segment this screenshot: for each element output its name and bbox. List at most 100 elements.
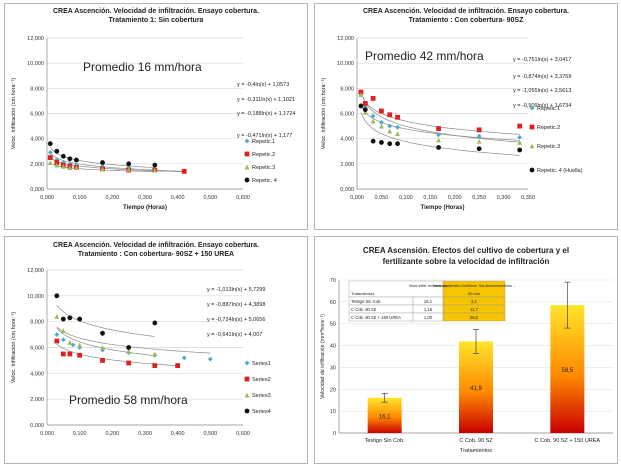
table-cell-text: 3,1 xyxy=(471,299,477,304)
trend-line xyxy=(360,92,520,143)
table-header-text: Saber a/milímetro Uc/60mm. Sal.Almacenam… xyxy=(432,284,516,288)
data-point xyxy=(74,157,79,163)
trendline-equation: y = -0,641ln(x) + 4,007 xyxy=(207,332,262,338)
legend-marker xyxy=(529,167,535,173)
x-tick-label: 0,000 xyxy=(40,195,54,201)
table-cell-text: 1,16 xyxy=(424,307,433,312)
chart-title: CREA Ascención. Velocidad de infiltració… xyxy=(363,8,569,15)
data-point xyxy=(207,356,213,362)
y-tick-label: 12,000 xyxy=(27,268,44,274)
data-point xyxy=(436,126,441,131)
data-point xyxy=(54,332,60,337)
data-point xyxy=(395,114,400,120)
y-axis-label: Velocidad de infiltración (mm*hora⁻¹) xyxy=(320,314,326,399)
y-tick-label: 8,000 xyxy=(30,86,44,92)
trend-line xyxy=(360,104,520,141)
data-point xyxy=(126,348,132,354)
trendline-equation: y = -1,013ln(x) + 5,7299 xyxy=(207,287,265,293)
chart-panel-con-cobertura-urea: CREA Ascención. Velocidad de infiltració… xyxy=(4,236,308,464)
x-tick-label: 0,200 xyxy=(105,195,119,201)
data-point xyxy=(100,160,105,165)
data-point xyxy=(152,167,158,173)
data-point xyxy=(100,166,105,172)
treatment-bar-chart: CREA Ascensión. Efectos del cultivo de c… xyxy=(320,246,613,454)
legend-label: Repetic.2 xyxy=(252,152,275,158)
data-point xyxy=(60,163,66,169)
y-tick-label: 12,000 xyxy=(27,36,44,42)
trendline-equation: y = -0,751ln(x) + 3,0417 xyxy=(513,57,571,63)
data-point xyxy=(358,89,364,95)
chart-title-line1: CREA Ascensión. Efectos del cultivo de c… xyxy=(363,246,569,255)
data-point xyxy=(67,351,73,357)
y-tick-label: 0 xyxy=(333,431,336,437)
x-tick-label: 0,600 xyxy=(236,431,250,437)
x-tick-label: 0,000 xyxy=(40,431,54,437)
trendline-equation: y = -0,887ln(x) + 4,3898 xyxy=(207,302,265,308)
y-axis-label: Veloc. Infiltración (cm.hora⁻¹) xyxy=(321,78,327,150)
data-point xyxy=(67,339,73,345)
x-tick-label: 0,150 xyxy=(423,195,437,201)
data-point xyxy=(74,165,79,171)
y-tick-label: 10,000 xyxy=(27,61,44,67)
y-tick-label: 0,000 xyxy=(340,187,354,193)
chart-subtitle: Tratamiento 1: Sin cobertura xyxy=(109,17,204,24)
table-cell-text: Testigo Sin Cob. xyxy=(351,299,382,304)
x-tick-label: 0,400 xyxy=(171,195,185,201)
y-tick-label: 2,000 xyxy=(30,162,44,168)
data-point xyxy=(126,360,132,366)
data-point xyxy=(77,316,83,322)
y-tick-label: 70 xyxy=(330,278,336,284)
bar-chart-panel: CREA Ascensión. Efectos del cultivo de c… xyxy=(314,236,618,464)
trendline-equation: y = -0,724ln(x) + 5,0656 xyxy=(207,317,265,323)
data-point xyxy=(517,147,523,153)
y-tick-label: 4,000 xyxy=(30,371,44,377)
data-point xyxy=(60,316,66,322)
legend-marker xyxy=(244,392,250,398)
data-point xyxy=(379,119,384,125)
y-tick-label: 2,000 xyxy=(30,397,44,403)
table-corner-text: Tratamientos xyxy=(351,291,374,296)
y-tick-label: 30 xyxy=(330,365,336,371)
data-point xyxy=(175,363,181,368)
data-point xyxy=(67,156,73,162)
legend-label: Repetic. 4 (Huella) xyxy=(537,168,583,174)
x-tick-label: 0,100 xyxy=(399,195,413,201)
data-point xyxy=(517,123,523,129)
trendline-equation: y = -0,471ln(x) + 1,177 xyxy=(237,133,292,139)
legend-marker xyxy=(244,151,250,157)
data-point xyxy=(54,314,60,319)
chart-subtitle: Tratamiento : Con cobertura- 90SZ + 150 … xyxy=(78,251,234,258)
data-point xyxy=(517,140,523,145)
data-point xyxy=(126,167,132,172)
legend-marker xyxy=(244,164,250,170)
table-cell-text: 1,00 xyxy=(424,315,433,320)
trendline-equation: y = -0,311ln(x) + 1,1021 xyxy=(237,97,295,103)
data-point xyxy=(100,345,105,350)
data-point xyxy=(387,112,393,118)
y-tick-label: 4,000 xyxy=(340,137,354,143)
data-point xyxy=(126,345,132,350)
data-point xyxy=(395,131,400,137)
bar xyxy=(459,341,493,433)
data-point xyxy=(387,141,393,147)
data-point xyxy=(152,363,158,368)
y-tick-label: 6,000 xyxy=(30,346,44,352)
data-point xyxy=(47,160,53,165)
legend-label: Series3 xyxy=(252,393,271,399)
data-point xyxy=(54,160,60,165)
x-tick-label: 0,500 xyxy=(203,195,217,201)
y-tick-label: 12,000 xyxy=(337,36,354,42)
y-tick-label: 8,000 xyxy=(340,86,354,92)
trendline-equation: y = -0,4ln(x) + 1,0573 xyxy=(237,82,289,88)
data-point xyxy=(74,162,79,168)
y-tick-label: 4,000 xyxy=(30,137,44,143)
data-point xyxy=(54,338,60,344)
chart-title-line2: fertilizante sobre la velocidad de infil… xyxy=(383,257,550,266)
data-point xyxy=(362,107,368,113)
chart-subtitle: Tratamiento : Con cobertura- 90SZ xyxy=(409,17,524,24)
data-point xyxy=(77,342,83,348)
y-tick-label: 8,000 xyxy=(30,320,44,326)
data-point xyxy=(476,133,482,139)
x-tick-label: 0,250 xyxy=(472,195,486,201)
data-point xyxy=(370,138,376,144)
